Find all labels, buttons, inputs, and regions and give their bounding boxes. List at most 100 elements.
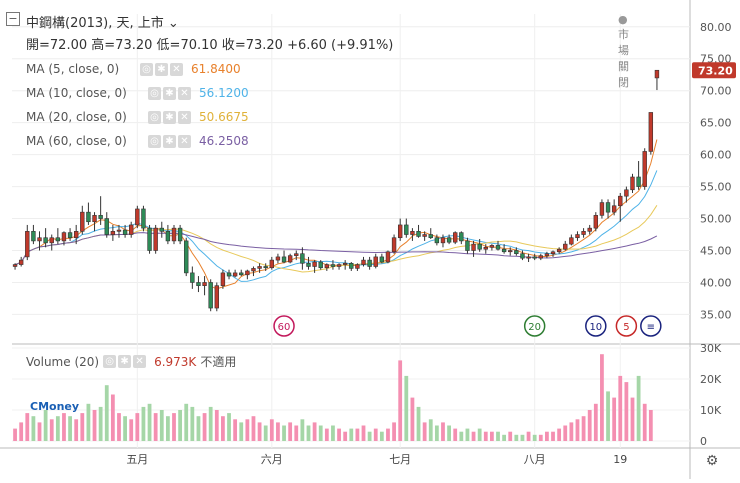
chevron-down-icon[interactable]: ⌄ <box>167 16 179 31</box>
volume-legend-row[interactable]: Volume (20) ◎ ✱ ✕ 6.973K 不適用 <box>26 353 236 370</box>
candle-body <box>67 232 73 239</box>
event-marker <box>615 315 638 337</box>
time-tick-label: 六月 <box>261 453 283 466</box>
ma-value: 46.2508 <box>199 134 249 148</box>
settings-icon[interactable]: ✱ <box>163 86 176 100</box>
visibility-icon[interactable]: ◎ <box>148 110 161 124</box>
settings-icon[interactable]: ✱ <box>163 134 176 148</box>
settings-icon[interactable]: ✱ <box>163 110 176 124</box>
candle-body <box>135 208 140 226</box>
volume-bar <box>178 410 183 441</box>
candle-body <box>214 285 219 309</box>
volume-bar <box>465 428 470 441</box>
volume-bar <box>642 403 647 441</box>
time-tick-label: 八月 <box>524 453 546 466</box>
candle-body <box>556 248 562 253</box>
volume-bar <box>453 428 458 441</box>
visibility-icon[interactable]: ◎ <box>148 134 161 148</box>
candle-body <box>526 256 531 259</box>
ma-legend-row[interactable]: MA (60, close, 0) ◎ ✱ ✕ 46.2508 <box>26 134 249 148</box>
candle-body <box>342 262 348 265</box>
candle-body <box>428 234 433 239</box>
visibility-icon[interactable]: ◎ <box>148 86 161 100</box>
ma-label: MA (60, close, 0) <box>26 134 127 148</box>
volume-bar <box>538 434 543 441</box>
close-icon[interactable]: ✕ <box>178 134 191 148</box>
visibility-icon[interactable]: ◎ <box>140 62 153 76</box>
volume-bar <box>19 422 24 441</box>
volume-bar <box>502 434 507 441</box>
volume-bar <box>49 419 54 441</box>
volume-bar <box>361 425 366 441</box>
candle-body <box>385 251 391 263</box>
candle-body <box>489 245 495 248</box>
volume-bar <box>110 394 115 441</box>
ma-legend-row[interactable]: MA (10, close, 0) ◎ ✱ ✕ 56.1200 <box>26 86 249 100</box>
candle-body <box>37 237 42 242</box>
ma-legend-row[interactable]: MA (5, close, 0) ◎ ✱ ✕ 61.8400 <box>26 62 241 76</box>
time-tick-label: 七月 <box>389 453 411 466</box>
volume-bar <box>202 413 207 441</box>
candle-body <box>446 237 452 243</box>
last-price-tag <box>692 62 736 79</box>
event-marker-label: 5 <box>623 322 629 333</box>
candle-body <box>465 240 470 251</box>
volume-bar <box>600 354 604 441</box>
close-icon[interactable]: ✕ <box>170 62 183 76</box>
ma-10-line <box>14 170 658 282</box>
candle-body <box>508 250 513 253</box>
candle-body <box>330 264 336 267</box>
volume-bar <box>630 397 635 441</box>
candle-body <box>459 232 464 242</box>
candle-body <box>306 262 311 267</box>
close-icon[interactable]: ✕ <box>178 110 191 124</box>
candle-body <box>269 259 275 269</box>
volume-bar <box>184 403 189 441</box>
volume-bar <box>227 413 231 441</box>
candle-body <box>593 215 599 229</box>
candle-body <box>104 218 109 235</box>
candle-body <box>287 255 293 263</box>
volume-bar <box>612 397 617 441</box>
candle-body <box>80 211 85 232</box>
volume-bar <box>563 425 568 441</box>
ma-legend-row[interactable]: MA (20, close, 0) ◎ ✱ ✕ 50.6675 <box>26 110 249 124</box>
volume-bar <box>55 416 60 441</box>
ma-value: 56.1200 <box>199 86 249 100</box>
candle-body <box>18 259 24 265</box>
ma-label: MA (10, close, 0) <box>26 86 127 100</box>
close-icon[interactable]: ✕ <box>133 355 147 368</box>
volume-bar <box>441 422 445 441</box>
candle-body <box>532 256 537 259</box>
settings-icon[interactable]: ✱ <box>155 62 168 76</box>
change-value: +6.60 (+9.91%) <box>287 38 394 53</box>
volume-bar <box>648 410 653 441</box>
candle-body <box>501 248 507 253</box>
volume-bar <box>306 425 311 441</box>
price-tick-label: 60.00 <box>700 149 732 162</box>
close-icon[interactable]: ✕ <box>178 86 191 100</box>
volume-bar <box>288 422 293 441</box>
candle-body <box>416 231 421 237</box>
candle-body <box>257 266 262 269</box>
volume-bar <box>251 416 256 441</box>
candle-body <box>514 250 519 255</box>
settings-icon[interactable]: ✱ <box>118 355 132 368</box>
gear-icon[interactable]: ⚙ <box>706 453 719 469</box>
volume-tick-label: 30K <box>700 342 722 355</box>
candle-body <box>61 232 67 242</box>
volume-bar <box>618 375 623 441</box>
volume-bar <box>367 431 372 441</box>
symbol-title[interactable]: 中鋼構(2013), 天, 上市 ⌄ <box>26 12 179 31</box>
volume-bar <box>31 416 36 441</box>
candle-body <box>294 253 299 256</box>
candle-body <box>391 237 397 253</box>
close-label: 收 <box>221 38 235 53</box>
volume-bar <box>98 406 103 441</box>
candle-body <box>147 227 152 251</box>
candle-body <box>471 243 476 251</box>
candle-body <box>141 208 146 229</box>
visibility-icon[interactable]: ◎ <box>103 355 117 368</box>
axes: 35.00 40.00 45.00 50.00 55.00 60.00 65.00 70.00… <box>126 21 736 469</box>
